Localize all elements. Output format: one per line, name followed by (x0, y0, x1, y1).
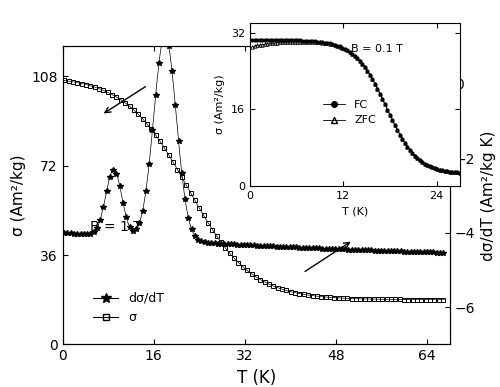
ZFC (336, 44, 342, 49)
dσ/dT (442, 250, 448, 255)
Line: ZFC: ZFC (250, 40, 462, 175)
ZFC (284, 40, 290, 45)
X-axis label: T (K): T (K) (342, 206, 368, 216)
dσ/dT (164, 35, 170, 40)
FC (335, 43, 341, 48)
X-axis label: T (K): T (K) (236, 369, 276, 387)
σ (425, 297, 431, 302)
σ (286, 289, 292, 293)
dσ/dT (286, 245, 292, 250)
dσ/dT (238, 243, 244, 247)
ZFC (450, 170, 456, 174)
σ (264, 281, 270, 285)
σ (61, 78, 67, 83)
ZFC (250, 44, 256, 49)
Legend: dσ/dT, σ: dσ/dT, σ (88, 287, 169, 329)
FC (250, 38, 256, 42)
dσ/dT (437, 250, 443, 255)
ZFC (394, 127, 400, 131)
Text: B = 0.1 T: B = 0.1 T (351, 45, 403, 55)
FC (332, 43, 338, 47)
Y-axis label: dσ/dT (Am²/kg K): dσ/dT (Am²/kg K) (481, 130, 496, 260)
Y-axis label: σ (Am²/kg): σ (Am²/kg) (216, 75, 226, 134)
σ (236, 261, 242, 266)
dσ/dT (61, 231, 67, 235)
Text: B = 1 T: B = 1 T (90, 220, 142, 234)
Line: FC: FC (251, 39, 462, 174)
FC (457, 170, 463, 175)
FC (284, 38, 290, 43)
dσ/dT (265, 244, 271, 248)
σ (162, 147, 168, 152)
FC (448, 170, 454, 174)
Legend: FC, ZFC: FC, ZFC (318, 95, 380, 130)
σ (436, 297, 442, 302)
ZFC (370, 79, 376, 83)
Line: σ: σ (62, 78, 446, 302)
ZFC (334, 43, 340, 48)
FC (393, 125, 399, 129)
ZFC (300, 39, 306, 44)
FC (370, 77, 376, 82)
Y-axis label: σ (Am²/kg): σ (Am²/kg) (10, 155, 26, 236)
dσ/dT (426, 250, 432, 255)
Line: dσ/dT: dσ/dT (62, 33, 447, 255)
dσ/dT (162, 33, 168, 38)
σ (442, 297, 448, 302)
ZFC (457, 170, 463, 175)
